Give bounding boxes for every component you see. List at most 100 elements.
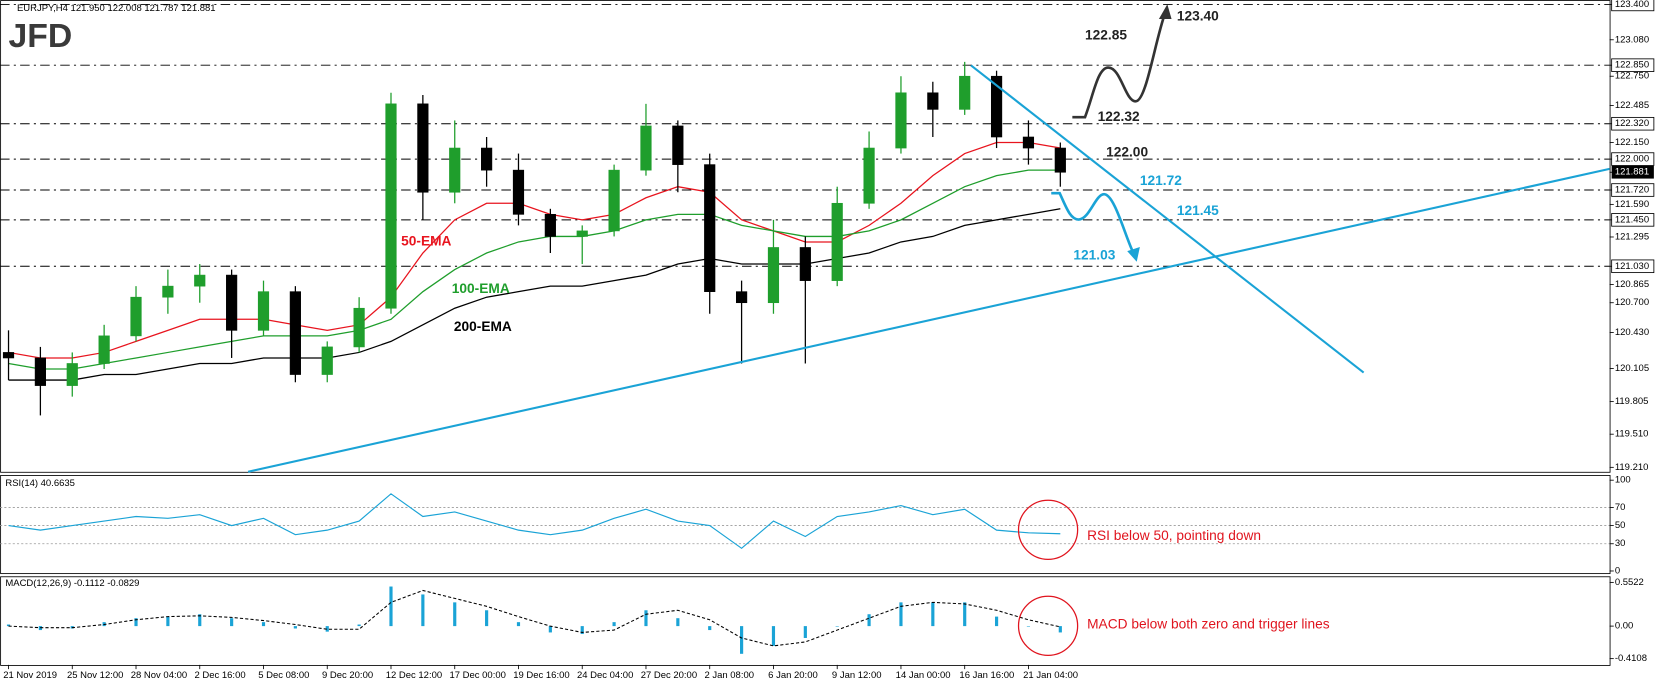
macd-bar [293,626,297,629]
macd-bar [994,616,999,627]
x-tick-label: 25 Nov 12:00 [67,670,123,681]
x-tick-label: 2 Dec 16:00 [194,670,245,681]
macd-bar [389,586,393,627]
candle-body [130,296,142,337]
y-tick-label: 123.400 [1615,0,1649,10]
macd-bar [516,622,521,627]
x-tick-label: 14 Jan 00:00 [896,670,951,681]
candle-body [735,291,748,304]
x-tick-label: 24 Dec 04:00 [577,670,633,681]
rsi-note: RSI below 50, pointing down [1087,528,1261,543]
y-tick-label: 121.720 [1615,185,1649,196]
candle-body [226,274,238,331]
logo: JFD [9,17,73,55]
y-tick-label: -0.4108 [1615,653,1647,664]
macd-bar [198,614,202,627]
candle-body [194,274,206,287]
macd-bar [357,624,361,627]
level-box [1611,213,1655,227]
candle-body [257,291,270,331]
y-tick-label: 121.881 [1615,167,1649,178]
candle-body [608,169,620,232]
level-box [1611,152,1655,166]
y-tick-label: 120.700 [1615,297,1649,308]
candle-body [481,147,493,171]
level-label: 122.00 [1106,144,1148,159]
candle-body [576,230,588,237]
y-tick-label: 121.590 [1615,199,1649,210]
macd-panel [0,576,1611,666]
macd-bar [485,610,489,627]
candle-body [66,363,78,386]
arrow-head [1127,246,1140,262]
candle-body [98,335,110,364]
rsi-line [8,493,1061,550]
y-tick-label: 122.485 [1615,100,1649,111]
candle-body [512,169,525,215]
y-tick-label: 121.295 [1615,231,1649,242]
y-tick-label: 120.105 [1615,363,1649,374]
level-label: 122.85 [1085,27,1127,42]
macd-title: MACD(12,26,9) -0.1112 -0.0829 [5,578,139,589]
macd-bar [708,626,712,631]
candle-body [767,247,780,304]
x-tick-label: 19 Dec 16:00 [513,670,569,681]
level-label: 121.45 [1177,203,1219,218]
level-label: 123.40 [1177,9,1219,24]
macd-bar [548,626,552,633]
candle-body [544,214,556,237]
y-tick-label: 122.000 [1615,154,1649,165]
level-box [1611,58,1655,72]
x-tick-label: 6 Jan 20:00 [768,670,818,681]
y-tick-label: 122.750 [1615,71,1649,82]
x-tick-label: 21 Nov 2019 [3,670,57,681]
x-tick-label: 5 Dec 08:00 [258,670,309,681]
macd-bar [261,622,266,627]
candle-body [321,346,333,375]
resistance-trendline [970,64,1365,374]
macd-bar [6,624,11,627]
y-tick-label: 100 [1615,475,1631,486]
candle-body [704,164,716,292]
x-tick-label: 2 Jan 08:00 [704,670,754,681]
arrow-head [1158,4,1172,19]
candle-body [417,103,429,193]
candle-body [2,352,15,359]
y-tick-label: 119.805 [1615,396,1649,407]
macd-bar [644,610,648,627]
rsi-highlight-circle [1017,499,1079,560]
macd-bar [453,602,457,627]
candle-body [353,307,365,348]
x-tick-label: 12 Dec 12:00 [386,670,442,681]
macd-bar [740,626,744,654]
level-label: 121.03 [1073,247,1115,262]
macd-bar [325,626,329,632]
y-tick-label: 120.865 [1615,279,1649,290]
candle-body [449,147,461,193]
x-tick-label: 16 Jan 16:00 [959,670,1014,681]
macd-bar [230,618,234,627]
ema-line [8,208,1061,381]
macd-bar [166,616,170,627]
x-tick-label: 27 Dec 20:00 [641,670,697,681]
candle-body [162,285,174,298]
chart-title: EURJPY,H4 121.950 122.008 121.787 121.88… [17,3,216,14]
candle-body [1022,136,1035,149]
bullish-scenario-arrow [1072,12,1167,119]
macd-bar [421,594,425,627]
candle-body [1054,147,1066,173]
y-tick-label: 120.430 [1615,327,1649,338]
x-tick-label: 21 Jan 04:00 [1023,670,1078,681]
y-tick-label: 122.850 [1615,60,1649,71]
candle-body [672,125,684,165]
level-box [1611,0,1655,12]
y-tick-label: 0.5522 [1615,577,1644,588]
macd-bar [835,626,839,627]
macd-bar [803,626,807,638]
y-tick-label: 123.080 [1615,34,1649,45]
support-trendline [247,167,1610,473]
level-label: 122.32 [1098,109,1140,124]
rsi-title: RSI(14) 40.6635 [5,478,75,489]
level-box [1611,259,1655,274]
candle-body [34,357,46,386]
